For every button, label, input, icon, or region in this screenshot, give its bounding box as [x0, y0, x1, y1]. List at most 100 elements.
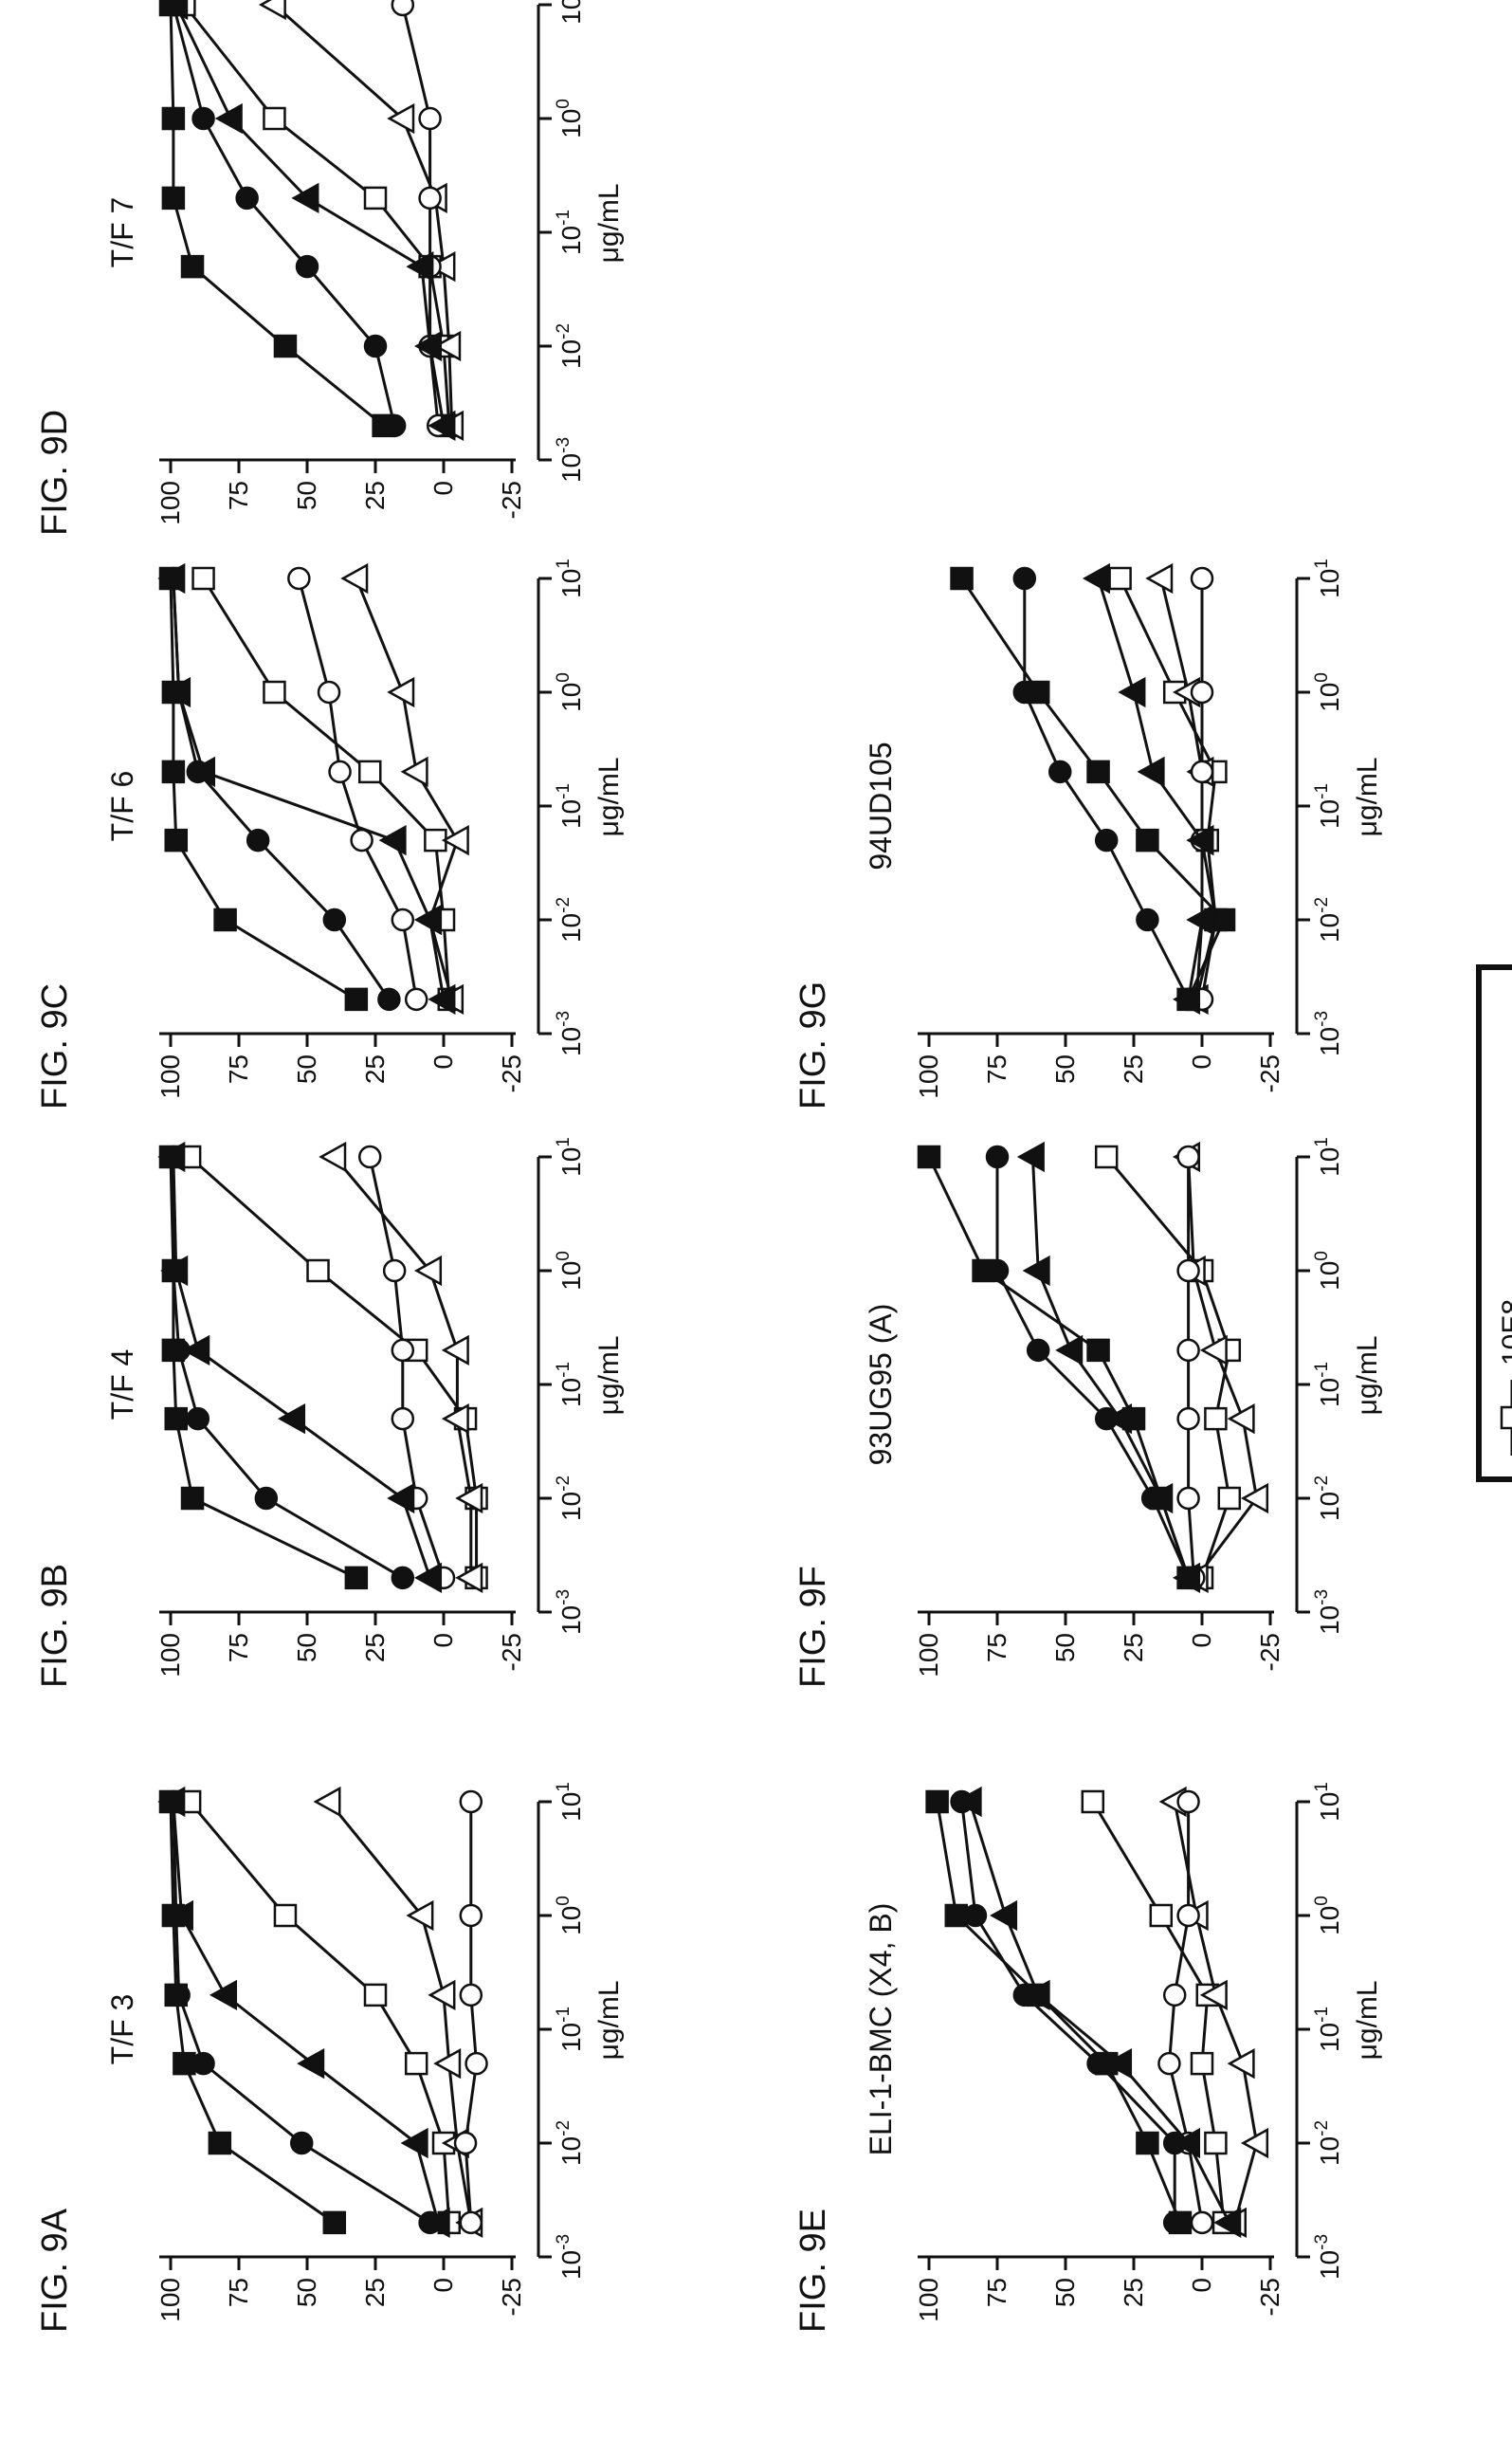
data-point — [418, 2210, 442, 2235]
data-point — [363, 186, 388, 211]
marker--10e8-p140 — [990, 1899, 1018, 1932]
value-tick-label: 75 — [224, 481, 253, 510]
value-tick-label: 100 — [914, 1054, 943, 1099]
conc-tick-label: 10-2 — [1312, 1476, 1344, 1521]
data-point — [1227, 2047, 1255, 2080]
data-point — [254, 1486, 279, 1511]
marker-4e10 — [1190, 680, 1214, 705]
data-point — [180, 1486, 205, 1511]
conc-tick-label: 10-1 — [554, 210, 586, 255]
conc-tick-label: 10-2 — [554, 323, 586, 369]
data-point — [453, 2131, 478, 2155]
data-point — [1211, 907, 1236, 932]
series-10e8 — [177, 1789, 462, 2235]
data-point — [1199, 1979, 1228, 2011]
data-point — [363, 1983, 388, 2007]
value-tick-label: 50 — [292, 481, 321, 510]
marker-10e8-p140 — [1136, 828, 1159, 852]
data-point — [1204, 2131, 1228, 2155]
marker-10e8-p140 — [917, 1145, 941, 1169]
data-point — [1055, 1334, 1084, 1366]
data-point — [441, 1402, 469, 1435]
series-4e10-p140 — [950, 1789, 1187, 2235]
marker-10e8-p140 — [1086, 760, 1110, 784]
marker-10e8-p140 — [322, 2210, 347, 2235]
marker--10e8 — [319, 1141, 347, 1173]
conc-tick-label: 101 — [1312, 1782, 1344, 1822]
marker-4e10-p140 — [377, 987, 401, 1012]
marker-4e10-p140 — [295, 254, 319, 279]
data-point — [1094, 828, 1119, 852]
series-4e10 — [287, 566, 428, 1012]
data-point — [459, 1983, 483, 2007]
data-point — [357, 1145, 382, 1169]
series--10e8-p140 — [157, 1141, 443, 1594]
marker-4e10 — [459, 1903, 483, 1928]
marker--10e8 — [1199, 1979, 1228, 2011]
data-point — [1213, 2207, 1242, 2239]
marker-4e10 — [418, 186, 442, 211]
conc-tick-label: 100 — [1312, 672, 1344, 712]
data-point — [306, 1258, 330, 1283]
data-point — [161, 1145, 186, 1169]
series-line — [1030, 1156, 1191, 1579]
data-point — [465, 2051, 488, 2076]
value-tick-label: 50 — [1050, 1054, 1080, 1084]
data-point — [1145, 562, 1174, 595]
data-point — [235, 186, 259, 211]
marker-4e10-p140 — [322, 907, 347, 932]
data-point — [414, 1562, 443, 1594]
marker-4e10 — [317, 680, 341, 705]
data-point — [387, 676, 415, 708]
conc-tick-label: 10-3 — [554, 1011, 586, 1056]
data-point — [459, 1789, 483, 1814]
marker-10e8-p140 — [164, 828, 189, 852]
value-tick-label: 0 — [428, 481, 458, 496]
data-point — [1176, 1145, 1200, 1169]
marker-10e8 — [1217, 1486, 1242, 1511]
conc-tick-label: 10-1 — [1312, 1362, 1344, 1407]
value-tick-label: 50 — [292, 1633, 321, 1662]
data-point — [917, 1145, 941, 1169]
data-point — [404, 987, 428, 1012]
marker-4e10 — [1176, 1406, 1200, 1431]
conc-tick-label: 100 — [1312, 1896, 1344, 1935]
legend-label: 10E8 — [1497, 1299, 1512, 1366]
series-line — [169, 1156, 357, 1580]
legend-box: 10E8Δ10E84E1010E8/P140Δ10E8/P1404E10/P14… — [1476, 964, 1512, 1482]
data-point — [1082, 562, 1111, 595]
data-point — [161, 566, 186, 591]
marker--10e8-p140 — [387, 1482, 415, 1514]
fig-label: FIG. 9A — [35, 2208, 75, 2333]
conc-tick-label: 101 — [1312, 559, 1344, 598]
series-line — [169, 577, 357, 1001]
data-point — [950, 566, 974, 591]
marker--10e8 — [387, 676, 415, 708]
data-point — [263, 680, 286, 705]
value-tick-label: -25 — [497, 1054, 526, 1092]
series-line — [936, 1801, 1182, 2224]
marker--10e8-p140 — [414, 904, 443, 936]
value-tick-label: -25 — [497, 481, 526, 519]
conc-tick-label: 100 — [1312, 1251, 1344, 1291]
marker-10e8 — [273, 1903, 298, 1928]
marker--10e8 — [455, 1562, 483, 1594]
data-point — [191, 2051, 215, 2076]
marker-10e8-p140 — [344, 987, 369, 1012]
marker--10e8-p140 — [214, 102, 243, 135]
marker--10e8 — [455, 1482, 483, 1514]
marker-10e8 — [191, 566, 215, 591]
data-point — [1162, 2131, 1187, 2155]
series-line — [927, 1156, 1191, 1579]
marker-4e10-p140 — [363, 334, 388, 358]
data-point — [182, 1334, 210, 1366]
series-10e8 — [1108, 566, 1228, 1012]
data-point — [1176, 1903, 1200, 1928]
value-tick-label: 100 — [155, 481, 185, 525]
data-point — [1136, 907, 1159, 932]
conc-tick-label: 101 — [554, 559, 586, 598]
data-point — [1176, 1486, 1200, 1511]
marker-4e10-p140 — [950, 1789, 974, 1814]
value-tick-label: 75 — [982, 2278, 1011, 2307]
panel-fig-9g: -25 0 25 50 75 100 10-3 10-2 10-1 100 101 μg/mL 94UD… — [793, 559, 1383, 1109]
